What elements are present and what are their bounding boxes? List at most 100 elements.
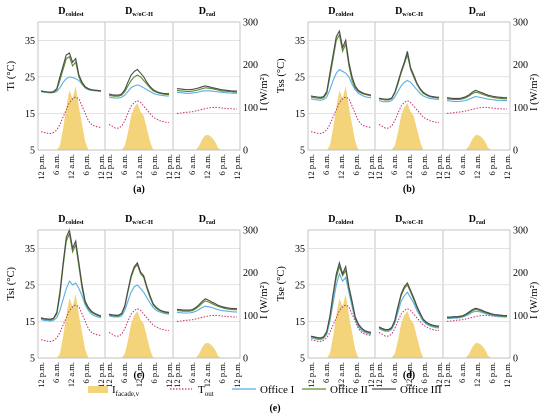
chart-panel: Dcoldest 12 p.m. 6 a.m. 12 a.m. 6 p.m. 12 p.m… [6,6,270,195]
subplot: Drad 12 p.m. 6 a.m. 12 a.m. 6 p.m. 12 p.m. [442,214,512,388]
x-tick-label: 12 a.m. [472,154,482,179]
x-tick-label: 6 a.m. [51,362,61,383]
x-tick-label: 6 a.m. [187,362,197,383]
x-tick-label: 6 a.m. [389,154,399,175]
y-axis-label: Tss (°C) [276,58,287,93]
x-tick-label: 6 a.m. [457,154,467,175]
chart-panel: Dcoldest 12 p.m. 6 a.m. 12 a.m. 6 p.m. 12 p.m… [6,214,270,388]
legend-label: Office III [400,384,442,396]
x-tick-label: 12 p.m. [172,362,182,388]
subplot: Dcoldest 12 p.m. 6 a.m. 12 a.m. 6 p.m. 12 p.m… [306,214,376,388]
subplot-title: Dcoldest [58,6,84,18]
y-axis-label: Tse (°C) [276,266,287,302]
subplot-title: Dw/oC-H [125,214,153,226]
series-line-office-i [176,305,237,314]
series-line-office-iii [447,307,507,318]
plot-frame [307,21,511,151]
x-tick-label: 12 p.m. [172,154,182,180]
y2-tick-label: 300 [513,226,528,237]
irradiance-area [379,103,439,150]
x-tick-label: 12 a.m. [336,362,346,387]
subplot-title: Drad [469,6,486,18]
series-line-office-ii [378,283,440,331]
x-tick-label: 6 a.m. [119,362,129,383]
y-tick-label: 25 [295,72,305,83]
x-tick-label: 12 p.m. [306,154,316,180]
series-line-tout [310,304,372,343]
y-tick-label: 25 [25,280,35,291]
y2-tick-label: 300 [243,226,258,237]
series-line-office-iii [40,228,102,320]
y2-axis-label: I (W/m²) [529,281,540,319]
y-tick-label: 5 [300,354,305,365]
x-tick-label: 12 p.m. [232,154,242,180]
x-tick-label: 12 a.m. [472,362,482,387]
legend-label: Tout [198,384,214,398]
x-tick-label: 12 p.m. [374,362,384,388]
x-tick-label: 6 p.m. [81,154,91,176]
series-line-tout [176,314,237,322]
subplot-title: Drad [199,6,216,18]
y-tick-label: 25 [295,280,305,291]
subplot-title: Dw/oC-H [395,214,423,226]
y-tick-label: 5 [300,146,305,157]
x-tick-label: 12 p.m. [96,362,106,388]
x-tick-label: 6 p.m. [217,362,227,384]
y2-axis-label: I (W/m²) [259,73,270,111]
x-tick-label: 12 p.m. [442,154,452,180]
series-line-office-i [378,291,440,332]
legend-label: Office I [260,384,295,396]
x-tick-label: 12 a.m. [202,362,212,387]
y2-tick-label: 0 [243,354,248,365]
x-tick-label: 12 p.m. [366,154,376,180]
irradiance-area [177,135,237,150]
y-tick-label: 35 [25,36,35,47]
plot-frame [37,21,241,151]
irradiance-area [311,86,371,150]
x-tick-label: 6 p.m. [149,362,159,384]
series-line-office-ii [447,308,507,319]
y-axis-label: Ti (°C) [6,60,17,90]
x-tick-label: 12 p.m. [366,362,376,388]
series-line-office-iii [176,298,237,311]
x-tick-label: 12 p.m. [164,154,174,180]
x-tick-label: 6 p.m. [149,154,159,176]
series-line-office-ii [40,231,102,321]
subplot: Dw/oC-H 12 p.m. 6 a.m. 12 a.m. 6 p.m. 12 p.m. [374,214,444,388]
chart-panel: Dcoldest 12 p.m. 6 a.m. 12 a.m. 6 p.m. 12 p.m… [276,214,540,388]
x-tick-label: 12 p.m. [104,362,114,388]
series-line-office-i [108,284,170,318]
x-tick-label: 6 p.m. [351,362,361,384]
y2-tick-label: 100 [513,311,528,322]
x-tick-label: 12 p.m. [164,362,174,388]
y2-tick-label: 300 [243,18,258,29]
subplot: Drad 12 p.m. 6 a.m. 12 a.m. 6 p.m. 12 p.m. [442,6,512,180]
x-tick-label: 6 p.m. [81,362,91,384]
x-tick-label: 12 a.m. [404,154,414,179]
subplot-title: Dw/oC-H [125,6,153,18]
series-line-office-ii [446,91,507,101]
panel-label: (b) [403,184,415,195]
series-line-office-iii [108,68,169,96]
x-tick-label: 6 a.m. [187,154,197,175]
series-line-tout [446,314,507,322]
y-tick-label: 35 [25,244,35,255]
y-tick-label: 25 [25,72,35,83]
irradiance-area [379,311,439,358]
y2-tick-label: 100 [243,311,258,322]
x-tick-label: 12 p.m. [442,362,452,388]
legend: Ifacade,v Tout Office I Office II Office III [88,384,442,398]
x-tick-label: 12 p.m. [104,154,114,180]
subplot: Dcoldest 12 p.m. 6 a.m. 12 a.m. 6 p.m. 12 p.m… [36,214,106,388]
x-tick-label: 12 p.m. [232,362,242,388]
y2-tick-label: 200 [513,60,528,71]
x-tick-label: 12 p.m. [96,154,106,180]
y-tick-label: 5 [30,146,35,157]
series-line-office-ii [176,87,237,93]
irradiance-area [311,294,371,358]
series-line-tout [40,304,102,343]
series-line-office-i [108,84,169,99]
x-tick-label: 12 p.m. [374,154,384,180]
x-tick-label: 12 a.m. [134,362,144,387]
x-tick-label: 12 a.m. [134,154,144,179]
